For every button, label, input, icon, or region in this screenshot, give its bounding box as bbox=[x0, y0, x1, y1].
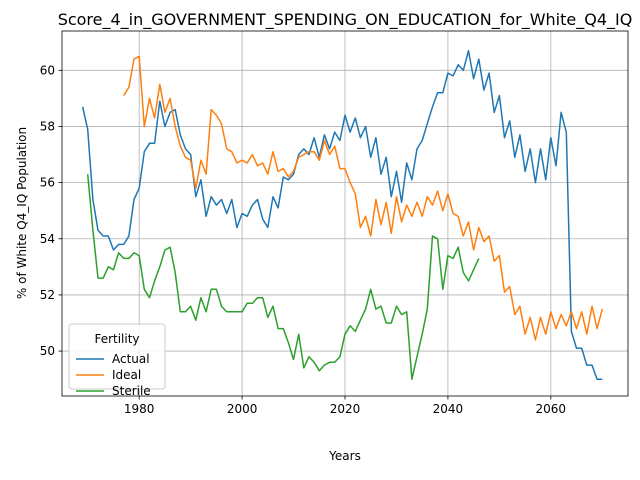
x-tick-label: 2020 bbox=[330, 402, 361, 416]
legend-label-actual: Actual bbox=[112, 352, 150, 366]
y-tick-label: 54 bbox=[40, 232, 55, 246]
x-tick-label: 2040 bbox=[433, 402, 464, 416]
x-axis-label: Years bbox=[328, 449, 361, 463]
y-tick-label: 50 bbox=[40, 344, 55, 358]
y-axis-label: % of White Q4_IQ Population bbox=[15, 127, 29, 299]
y-tick-label: 52 bbox=[40, 288, 55, 302]
legend-box bbox=[68, 323, 166, 390]
series-line-sterile bbox=[86, 174, 480, 380]
series-line-actual bbox=[81, 49, 603, 380]
y-tick-label: 56 bbox=[40, 176, 55, 190]
series-line-ideal bbox=[123, 55, 604, 341]
chart-title: Score_4_in_GOVERNMENT_SPENDING_ON_EDUCAT… bbox=[58, 10, 633, 30]
x-tick-label: 2000 bbox=[227, 402, 258, 416]
legend: Fertility Actual Ideal Sterile bbox=[68, 323, 166, 398]
y-tick-label: 60 bbox=[40, 63, 55, 77]
x-tick-label: 1980 bbox=[124, 402, 155, 416]
legend-label-ideal: Ideal bbox=[112, 368, 141, 382]
legend-title: Fertility bbox=[94, 332, 139, 346]
y-axis-ticks: 50 52 54 56 58 60 bbox=[40, 63, 62, 358]
x-axis-ticks: 1980 2000 2020 2040 2060 bbox=[124, 396, 566, 416]
series-lines bbox=[81, 49, 604, 380]
legend-label-sterile: Sterile bbox=[112, 384, 151, 398]
x-tick-label: 2060 bbox=[536, 402, 567, 416]
y-tick-label: 58 bbox=[40, 119, 55, 133]
